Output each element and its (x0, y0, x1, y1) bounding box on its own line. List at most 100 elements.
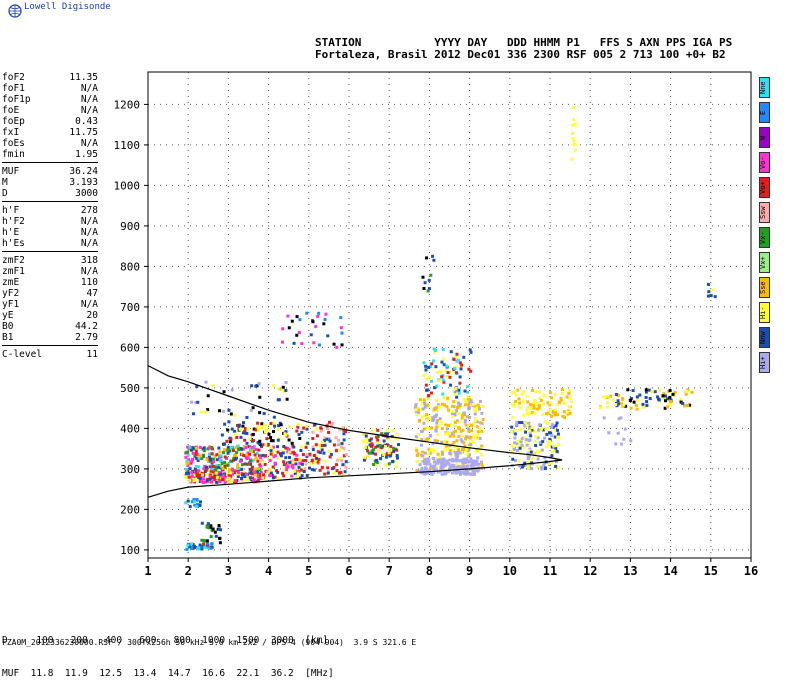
echo-point (456, 459, 460, 463)
echo-point (190, 460, 194, 464)
echo-point (421, 407, 425, 411)
echo-point (233, 413, 237, 417)
echo-point (236, 463, 240, 467)
echo-point (452, 409, 456, 413)
param-row: h'E N/A (2, 227, 98, 238)
echo-point (658, 388, 662, 392)
echo-point (225, 478, 229, 482)
echo-point (425, 413, 429, 417)
echo-point (440, 375, 444, 379)
echo-point (200, 457, 204, 461)
echo-point (664, 394, 668, 398)
x-tick-label: 3 (225, 564, 232, 578)
legend-swatch: Hi- (759, 302, 770, 323)
echo-point (185, 450, 189, 454)
echo-point (452, 400, 456, 404)
echo-point (453, 424, 457, 428)
echo-point (464, 437, 468, 441)
echo-point (546, 401, 550, 405)
echo-point (422, 373, 426, 377)
echo-point (426, 418, 430, 422)
echo-point (431, 457, 435, 461)
echo-point (427, 287, 431, 291)
echo-point (449, 370, 453, 374)
echo-point (434, 465, 438, 469)
echo-point (264, 427, 268, 431)
echo-point (518, 450, 522, 454)
y-tick-label: 100 (120, 544, 140, 557)
echo-point (248, 452, 252, 456)
echo-point (525, 408, 529, 412)
echo-point (440, 450, 444, 454)
echo-point (656, 395, 660, 399)
echo-point (301, 453, 305, 457)
echo-point (199, 470, 203, 474)
param-value: 0.43 (75, 116, 98, 127)
echo-point (621, 397, 625, 401)
echo-point (432, 464, 436, 468)
echo-point (458, 419, 462, 423)
echo-point (520, 443, 524, 447)
header-line-2: Fortaleza, Brasil 2012 Dec01 336 2300 RS… (315, 48, 726, 61)
echo-point (429, 379, 433, 383)
echo-point (436, 403, 440, 407)
echo-point (301, 459, 305, 463)
echo-point (209, 469, 213, 473)
echo-point (467, 455, 471, 459)
echo-point (537, 450, 541, 454)
echo-point (458, 381, 462, 385)
echo-point (541, 428, 545, 432)
echo-point (528, 431, 532, 435)
echo-point (281, 385, 285, 389)
echo-point (436, 370, 440, 374)
echo-point (467, 447, 471, 451)
echo-point (189, 448, 193, 452)
echo-point (470, 460, 474, 464)
echo-point (418, 463, 422, 467)
echo-point (251, 476, 255, 480)
echo-point (280, 387, 284, 391)
echo-point (253, 453, 257, 457)
echo-point (248, 476, 252, 480)
echo-point (422, 286, 426, 290)
echo-point (380, 432, 384, 436)
echo-point (617, 417, 621, 421)
echo-point (206, 522, 210, 526)
echo-point (465, 452, 469, 456)
echo-point (254, 467, 258, 471)
echo-point (446, 446, 450, 450)
echo-point (223, 476, 227, 480)
echo-point (446, 396, 450, 400)
echo-point (572, 105, 576, 109)
param-name: fmin (2, 149, 25, 160)
param-row: yF1 N/A (2, 299, 98, 310)
echo-point (510, 449, 514, 453)
echo-point (453, 392, 457, 396)
echo-point (470, 472, 474, 476)
echo-point (417, 469, 421, 473)
param-name: M (2, 177, 8, 188)
echo-point (531, 456, 535, 460)
echo-point (554, 424, 558, 428)
param-name: B0 (2, 321, 14, 332)
echo-point (278, 452, 282, 456)
echo-point (661, 394, 665, 398)
echo-point (200, 547, 204, 551)
echo-point (309, 462, 313, 466)
echo-point (205, 541, 209, 545)
echo-point (459, 367, 463, 371)
echo-point (461, 470, 465, 474)
echo-point (218, 476, 222, 480)
echo-point (277, 436, 281, 440)
echo-point (433, 439, 437, 443)
echo-point (219, 464, 223, 468)
echo-point (436, 459, 440, 463)
echo-point (544, 412, 548, 416)
echo-point (306, 441, 310, 445)
echo-point (422, 421, 426, 425)
echo-point (304, 442, 308, 446)
echo-point (431, 450, 435, 454)
echo-point (472, 433, 476, 437)
echo-point (226, 428, 230, 432)
echo-point (237, 426, 241, 430)
